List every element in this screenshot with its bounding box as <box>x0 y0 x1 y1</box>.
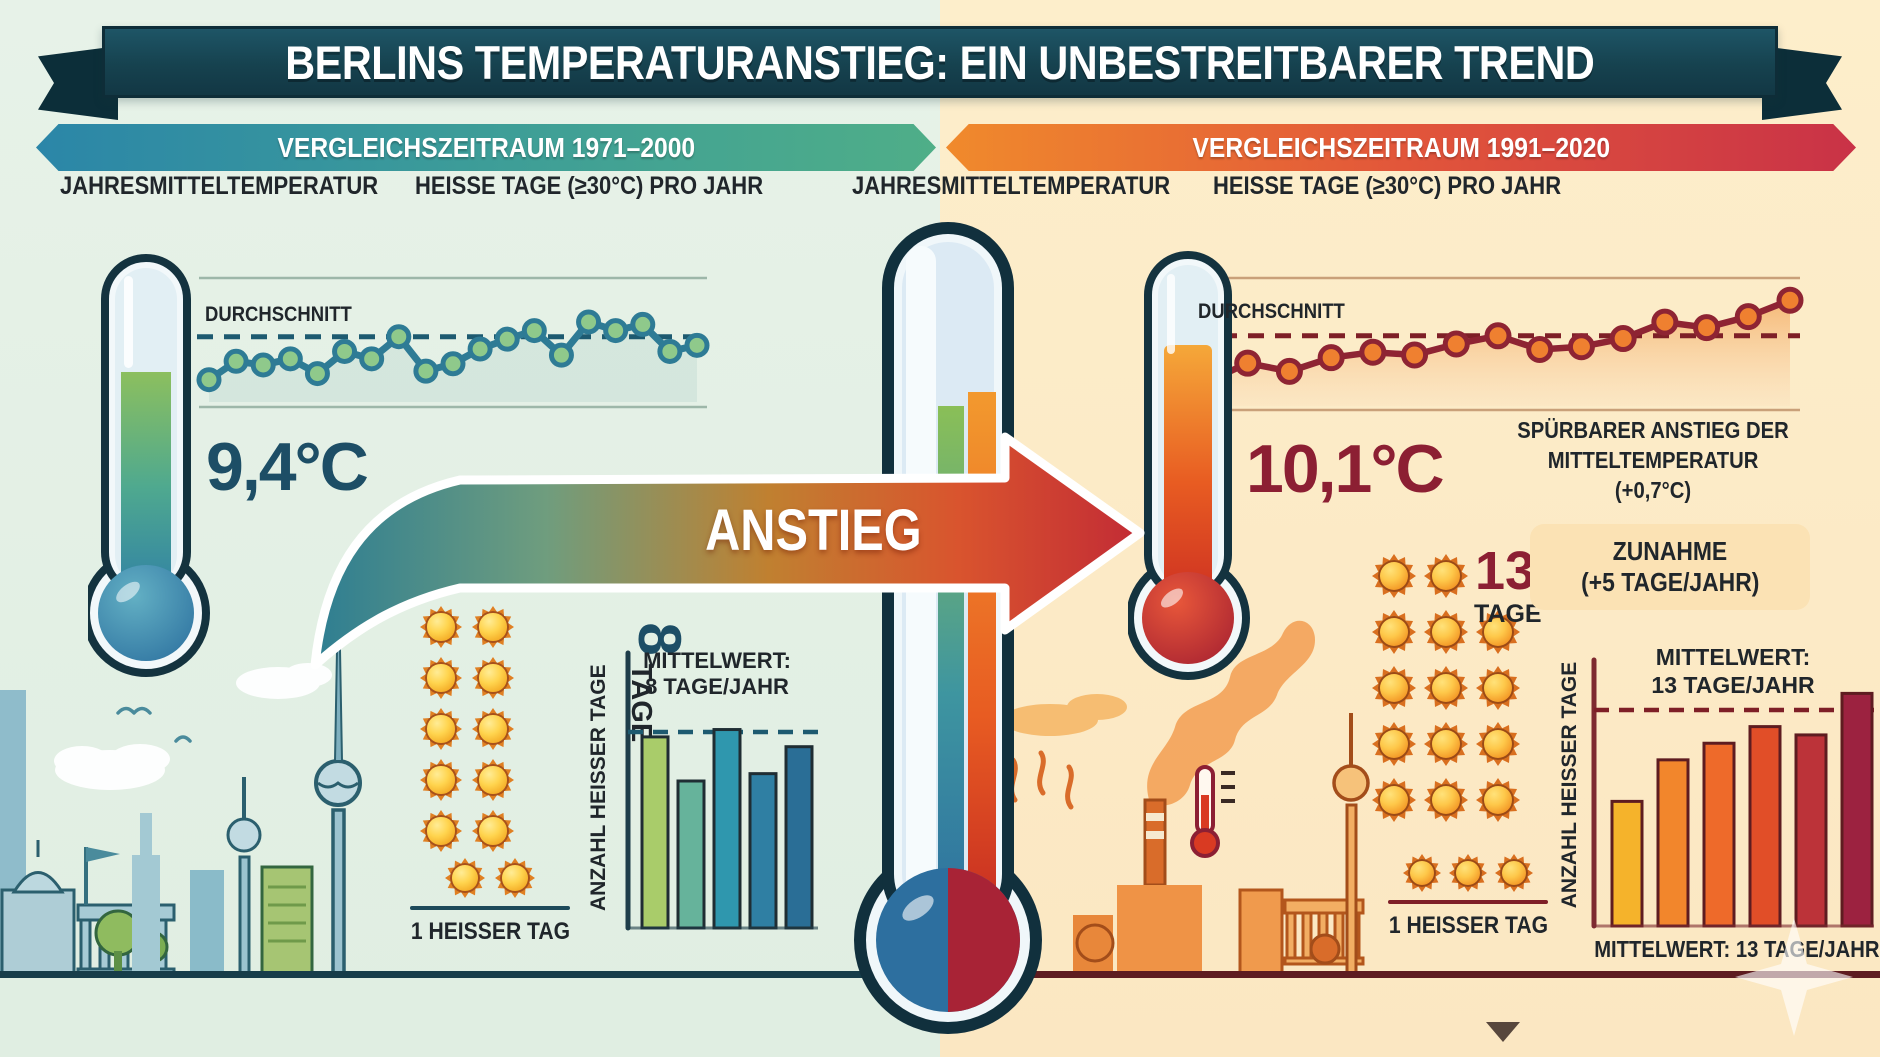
tree-icon <box>1309 933 1341 965</box>
building-silhouette <box>190 870 224 975</box>
sun-icon <box>1476 666 1520 710</box>
sun-icon <box>1424 610 1468 654</box>
fernsehturm-tv-tower <box>314 615 362 975</box>
reichstag-building <box>0 888 76 975</box>
right-baseline-rule <box>940 971 1880 978</box>
sun-icon <box>1449 854 1487 892</box>
thermometer-left <box>88 254 210 677</box>
sun-icon <box>1372 666 1416 710</box>
flag-icon <box>86 847 120 862</box>
thermometer-icon-small <box>1190 765 1235 858</box>
right-legend-label: 1 HEISSER TAG <box>1388 912 1548 939</box>
sun-icon <box>1424 722 1468 766</box>
sun-icon <box>1424 778 1468 822</box>
sun-icon <box>1372 554 1416 598</box>
sun-icon <box>1476 722 1520 766</box>
sun-icon <box>472 708 514 750</box>
period-label-left: VERGLEICHSZEITRAUM 1971–2000 <box>277 131 695 163</box>
sun-grid-row <box>420 810 514 852</box>
right-increase-note: SPÜRBARER ANSTIEG DER MITTELTEMPERATUR (… <box>1517 417 1789 503</box>
sun-icon <box>420 759 462 801</box>
sun-icon <box>445 858 485 898</box>
factory-building <box>1117 885 1202 975</box>
sun-grid-row <box>1372 778 1520 822</box>
right-bar-chart-ylabel: ANZAHL HEISSER TAGE <box>1558 661 1581 909</box>
sun-icon <box>1403 854 1441 892</box>
bird-icon <box>116 706 152 715</box>
sun-icon <box>1476 778 1520 822</box>
right-hotdays-header: HEISSE TAGE (≥30°C) PRO JAHR <box>1213 172 1562 200</box>
left-temp-header: JAHRESMITTELTEMPERATUR <box>60 172 379 200</box>
factory-chimney <box>1143 798 1167 887</box>
smoke-plume <box>1147 620 1315 806</box>
sun-grid-row <box>420 759 514 801</box>
right-bottom-note: MITTELWERT: 13 TAGE/JAHR <box>1594 936 1880 962</box>
right-hot-days-bar-chart <box>1591 657 1874 929</box>
sun-icon <box>420 810 462 852</box>
sun-grid-row <box>420 606 514 648</box>
sun-grid-row <box>1372 666 1520 710</box>
sun-icon <box>1495 854 1533 892</box>
sun-icon <box>495 858 535 898</box>
skyscraper-silhouette <box>132 813 160 975</box>
right-bar-chart-title: MITTELWERT: 13 TAGE/JAHR <box>1651 644 1815 698</box>
sun-grid-row <box>1372 722 1520 766</box>
left-hotdays-header: HEISSE TAGE (≥30°C) PRO JAHR <box>415 172 764 200</box>
left-baseline-rule <box>0 971 940 978</box>
berlin-skyline-left-illustration <box>0 615 362 975</box>
sun-icon <box>1372 722 1416 766</box>
left-sun-legend: 1 HEISSER TAG <box>404 858 576 946</box>
thermometer-right <box>1128 251 1250 680</box>
tv-tower-small <box>226 777 262 975</box>
building-silhouette <box>1238 888 1284 975</box>
right-average-label: DURCHSCHNITT <box>1198 300 1345 323</box>
right-temperature-line-chart <box>1192 276 1804 412</box>
left-legend-label: 1 HEISSER TAG <box>410 918 570 945</box>
sun-grid-row <box>1372 610 1520 654</box>
left-sun-grid <box>420 606 514 852</box>
right-days-number: 13 <box>1474 541 1536 601</box>
bird-icon <box>174 735 192 743</box>
right-days-unit: TAGE <box>1474 600 1542 628</box>
sun-icon <box>1372 610 1416 654</box>
legend-divider <box>1388 900 1548 904</box>
sun-grid-row <box>1372 554 1520 598</box>
berlin-skyline-right-illustration <box>1002 620 1370 975</box>
left-temperature-line-chart <box>196 276 710 409</box>
period-label-right: VERGLEICHSZEITRAUM 1991–2020 <box>1192 131 1610 163</box>
tv-tower-orange <box>1332 713 1370 975</box>
sun-icon <box>472 759 514 801</box>
sun-grid-row <box>420 708 514 750</box>
left-bar-chart-ylabel: ANZAHL HEISSER TAGE <box>587 664 610 911</box>
right-temp-header: JAHRESMITTELTEMPERATUR <box>852 172 1171 200</box>
sun-icon <box>1424 554 1468 598</box>
sun-icon <box>1424 666 1468 710</box>
sun-icon <box>420 708 462 750</box>
period-banner-1971-2000: VERGLEICHSZEITRAUM 1971–2000 <box>36 124 936 171</box>
left-bar-chart-title: MITTELWERT: 8 TAGE/JAHR <box>643 648 791 700</box>
right-sun-legend: 1 HEISSER TAG <box>1380 854 1556 940</box>
zunahme-callout: ZUNAHME (+5 TAGE/JAHR) <box>1530 524 1810 610</box>
sun-icon <box>472 810 514 852</box>
period-banner-1991-2020: VERGLEICHSZEITRAUM 1991–2020 <box>946 124 1856 171</box>
tree-icon <box>1075 923 1115 963</box>
page-title: BERLINS TEMPERATURANSTIEG: EIN UNBESTREI… <box>285 35 1595 89</box>
right-sun-grid <box>1372 554 1520 822</box>
legend-divider <box>410 906 570 910</box>
left-hot-days-bar-chart <box>625 650 818 931</box>
anstieg-arrow-label: ANSTIEG <box>705 498 922 563</box>
green-building <box>260 865 314 975</box>
sun-grid-row <box>420 657 514 699</box>
title-banner: BERLINS TEMPERATURANSTIEG: EIN UNBESTREI… <box>102 26 1778 98</box>
anstieg-arrow <box>310 432 1145 670</box>
sun-icon <box>1372 778 1416 822</box>
left-temperature-value: 9,4°C <box>206 429 369 505</box>
right-temperature-value: 10,1°C <box>1246 431 1445 507</box>
left-average-label: DURCHSCHNITT <box>205 303 352 326</box>
